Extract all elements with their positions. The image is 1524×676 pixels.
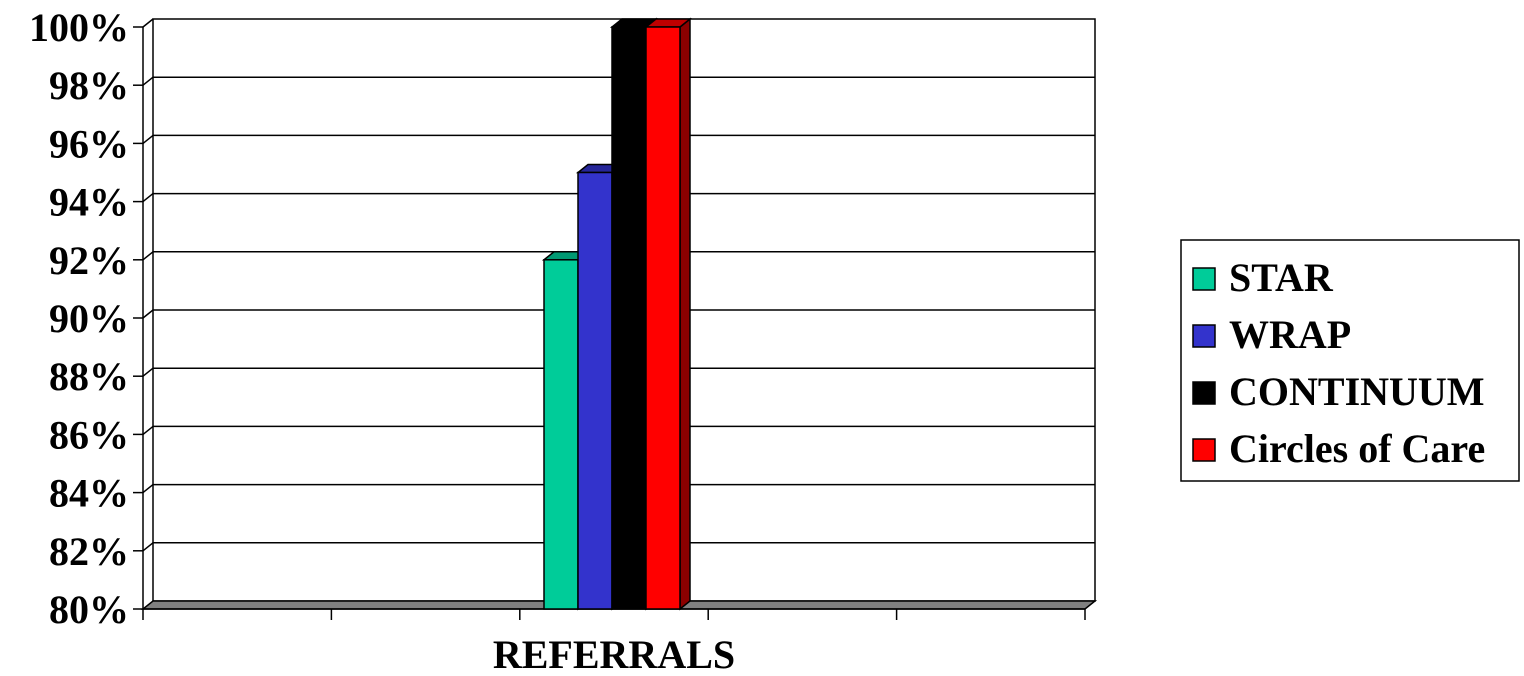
plot-top-left-edge xyxy=(142,18,154,28)
gridline-side xyxy=(142,367,154,377)
legend-label-circles-of-care: Circles of Care xyxy=(1229,426,1485,471)
legend-box xyxy=(1180,239,1520,482)
legend-swatch-circles-of-care xyxy=(1192,438,1216,462)
legend-label-star: STAR xyxy=(1229,255,1334,300)
y-tick-label: 94% xyxy=(49,180,129,225)
gridline-side xyxy=(142,309,154,319)
legend-label-wrap: WRAP xyxy=(1229,312,1351,357)
y-tick-label: 98% xyxy=(49,63,129,108)
legend-swatch-wrap xyxy=(1192,324,1216,348)
legend-label-continuum: CONTINUUM xyxy=(1229,369,1485,414)
gridline-side xyxy=(142,484,154,494)
y-tick-label: 80% xyxy=(49,587,129,632)
gridline-side xyxy=(142,251,154,261)
bar-circles-of-care xyxy=(645,26,681,610)
gridline-side xyxy=(142,193,154,203)
bar-wrap xyxy=(577,171,613,610)
x-axis: REFERRALS xyxy=(142,608,1086,676)
y-tick-label: 82% xyxy=(49,529,129,574)
gridline-side xyxy=(142,76,154,86)
y-axis: 80% 82% 84% 86% 88% 90% 92% 94% 96% 98% 100% xyxy=(29,5,143,632)
y-tick-label: 84% xyxy=(49,471,129,516)
bar-circles-of-care-side xyxy=(679,17,691,611)
bar-group xyxy=(541,17,693,611)
y-tick-label: 90% xyxy=(49,296,129,341)
x-category-label: REFERRALS xyxy=(493,632,735,676)
gridline-side xyxy=(142,542,154,552)
bar-star xyxy=(543,259,579,610)
y-tick-label: 96% xyxy=(49,121,129,166)
legend: STAR WRAP CONTINUUM Circles of Care xyxy=(1180,239,1520,482)
bar-continuum xyxy=(611,26,647,610)
gridline-side xyxy=(142,134,154,144)
y-tick-label: 92% xyxy=(49,238,129,283)
y-tick-label: 86% xyxy=(49,412,129,457)
y-tick-label: 100% xyxy=(29,5,129,50)
y-tick-label: 88% xyxy=(49,354,129,399)
gridline-side xyxy=(142,425,154,435)
legend-swatch-continuum xyxy=(1192,381,1216,405)
legend-swatch-star xyxy=(1192,267,1216,291)
